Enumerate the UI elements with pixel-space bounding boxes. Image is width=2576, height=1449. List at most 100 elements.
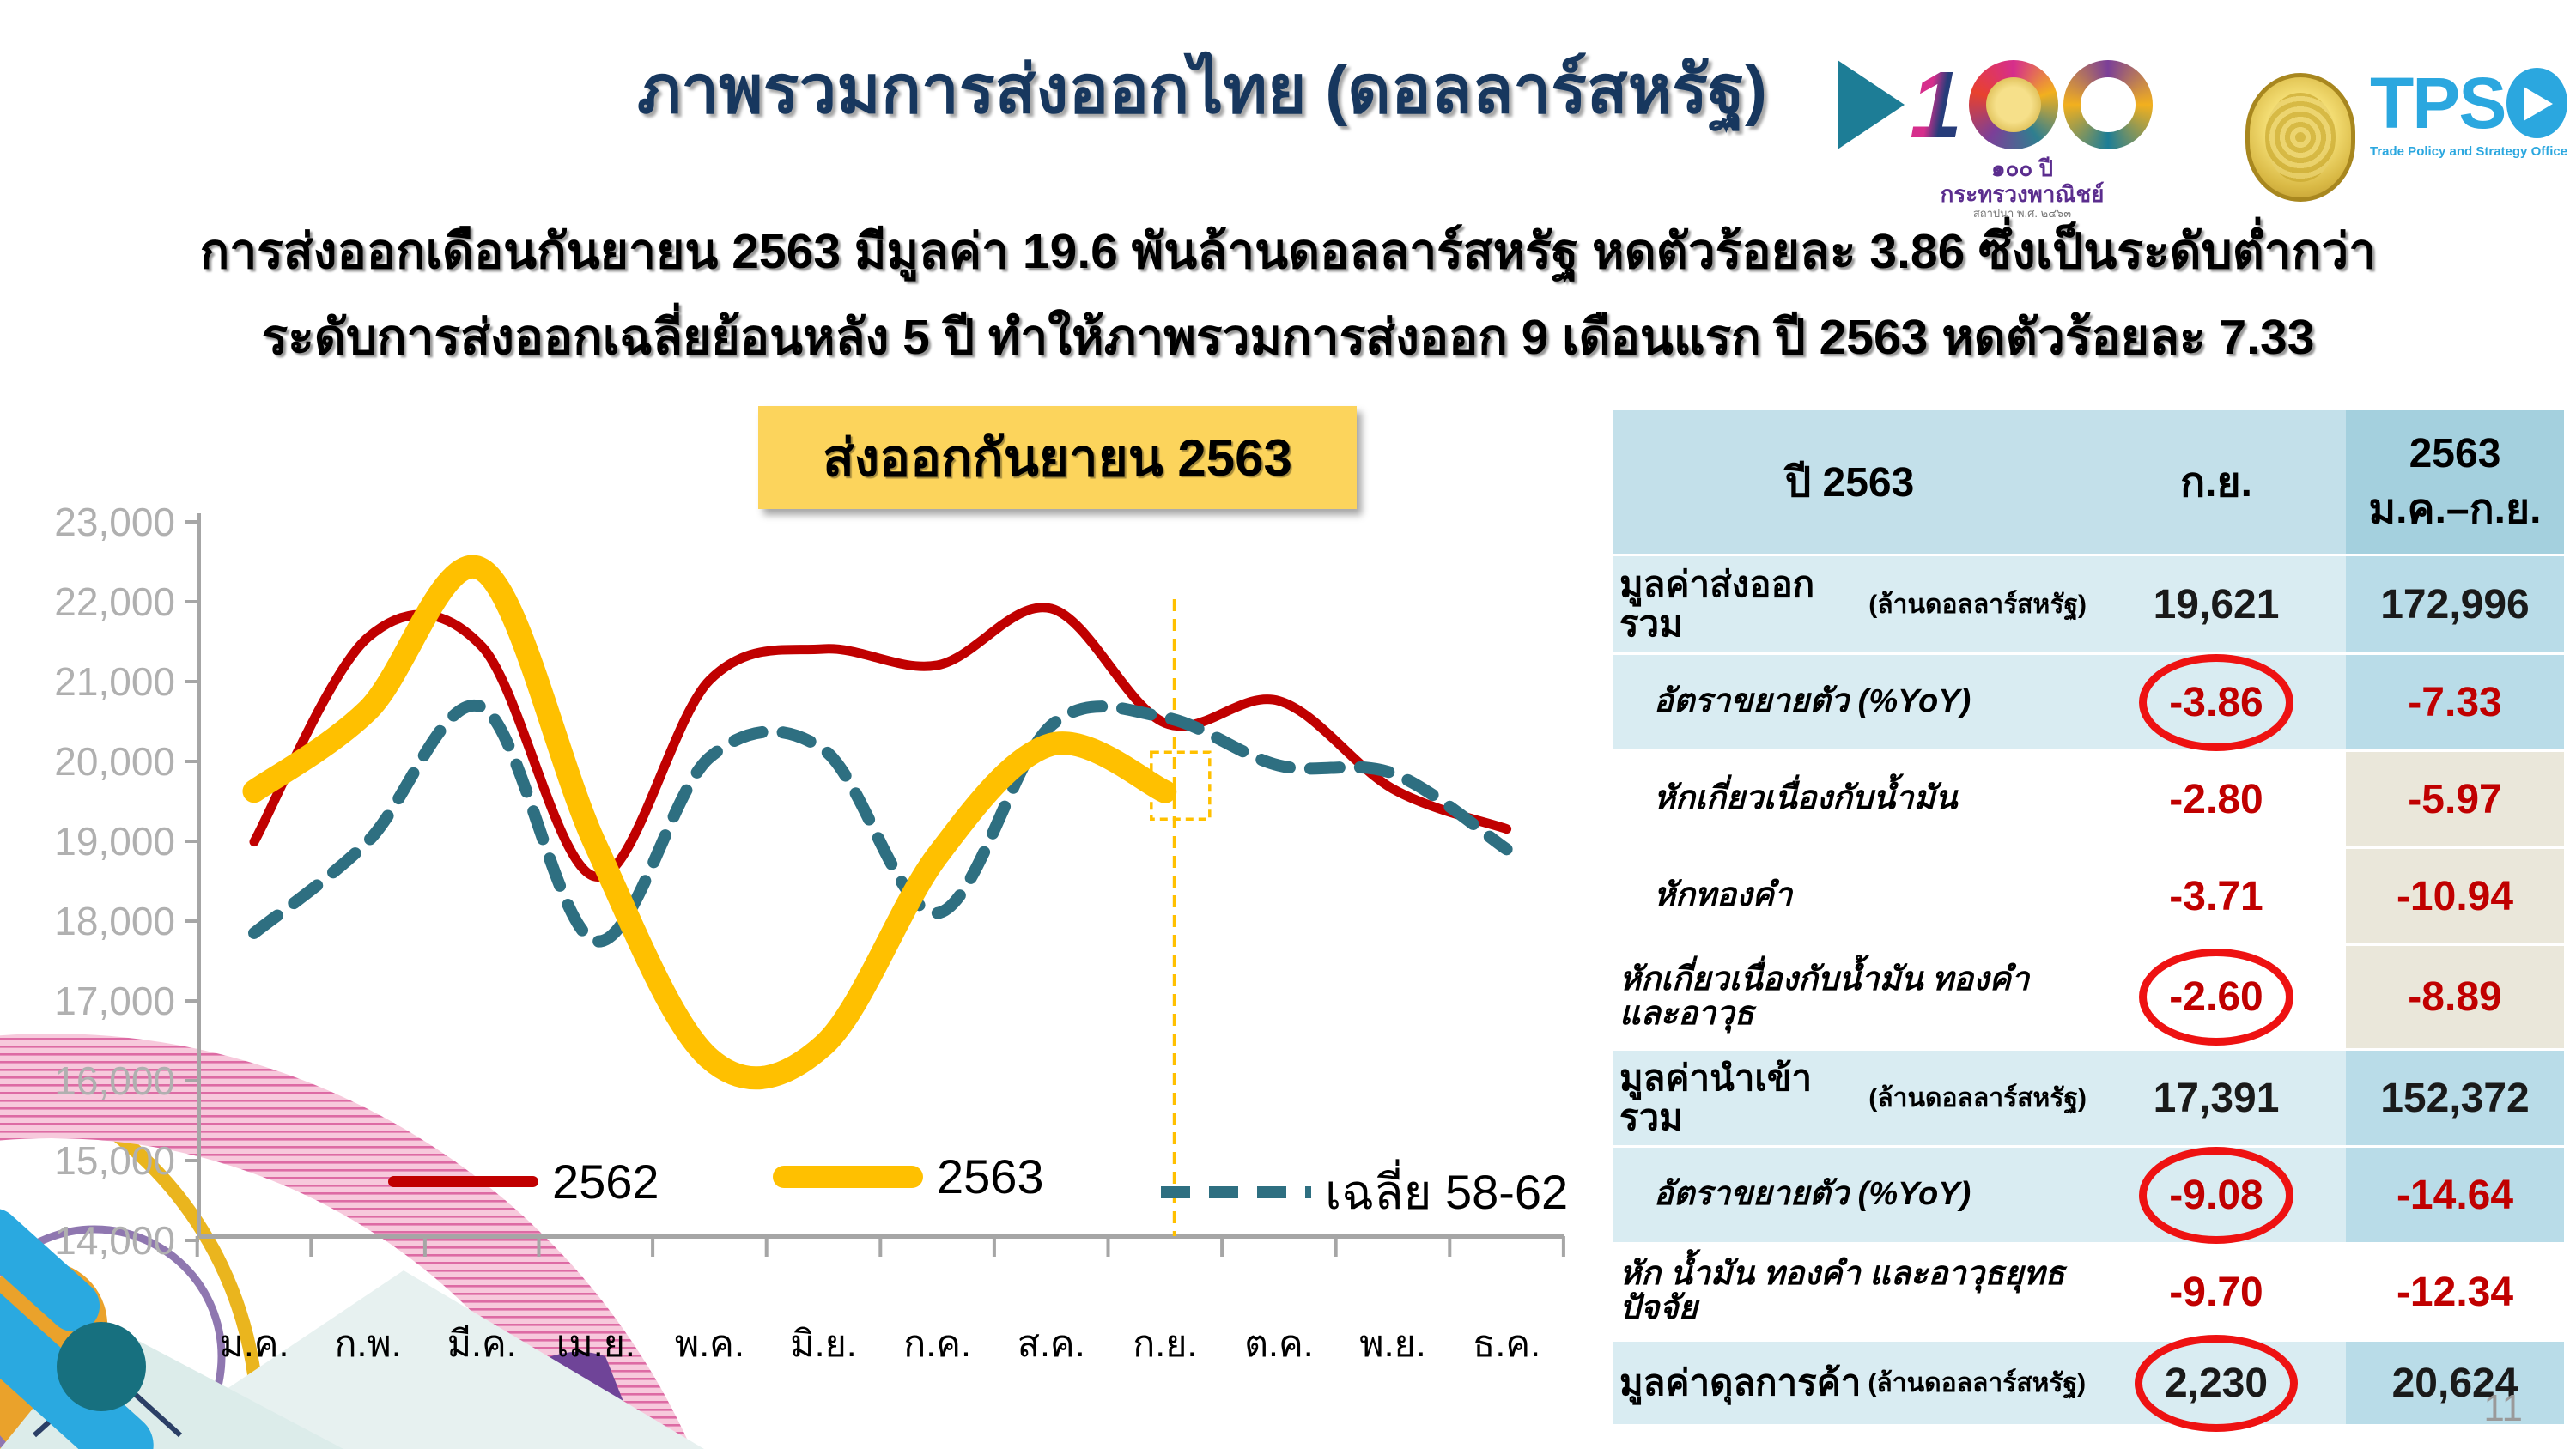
value-text: -14.64: [2396, 1172, 2514, 1218]
circled-value: -2.60: [2139, 949, 2293, 1046]
row-unit: (ล้านดอลลาร์สหรัฐ): [1868, 590, 2087, 619]
value-text: -9.70: [2169, 1269, 2263, 1315]
value-ytd: 20,624: [2346, 1342, 2564, 1427]
export-summary-table: ปี 2563 ก.ย. 2563 ม.ค.–ก.ย. มูลค่าส่งออก…: [1613, 410, 2564, 1432]
value-ytd: 152,372: [2346, 1051, 2564, 1148]
x-axis-month-label: ม.ค.: [219, 1324, 289, 1365]
table-row: หักเกี่ยวเนื่องกับน้ำมัน -2.80 -5.97: [1613, 752, 2564, 849]
legend-item-2562: 2562: [388, 1154, 659, 1210]
x-axis-month-label: เม.ย.: [556, 1324, 635, 1365]
y-axis-tick-label: 19,000: [54, 819, 175, 864]
play-arrow-icon: [1838, 60, 1905, 149]
value-text: 17,391: [2153, 1075, 2280, 1121]
row-label-text: หักเกี่ยวเนื่องกับน้ำมัน ทองคำ และอาวุธ: [1619, 961, 2030, 1032]
table-header-september: ก.ย.: [2087, 410, 2346, 556]
row-label: หัก น้ำมัน ทองคำ และอาวุธยุทธปัจจัย: [1613, 1245, 2087, 1342]
value-ytd: 172,996: [2346, 556, 2564, 655]
value-ytd: -7.33: [2346, 655, 2564, 752]
value-ytd: -8.89: [2346, 946, 2564, 1051]
y-axis-tick-label: 20,000: [54, 739, 175, 784]
legend-line-red: [388, 1176, 538, 1187]
value-september: -9.70: [2087, 1245, 2346, 1342]
series-line-2562: [249, 603, 1512, 882]
x-axis-month-label: ก.ค.: [903, 1324, 971, 1365]
hundred-number: 1: [1910, 52, 1963, 158]
series-line-เฉลี่ย 58-62: [248, 699, 1513, 948]
y-axis-tick-label: 18,000: [54, 899, 175, 943]
table-row: หักเกี่ยวเนื่องกับน้ำมัน ทองคำ และอาวุธ -…: [1613, 946, 2564, 1051]
table-row: หักทองคำ -3.71 -10.94: [1613, 849, 2564, 946]
circled-value: 2,230: [2134, 1334, 2299, 1432]
y-axis-tick-label: 15,000: [54, 1138, 175, 1183]
x-axis-month-label: มิ.ย.: [790, 1324, 856, 1365]
x-axis-month-label: ธ.ค.: [1473, 1324, 1540, 1365]
value-text: -2.80: [2169, 776, 2263, 822]
value-september: -3.86: [2087, 653, 2346, 752]
table-row: อัตราขยายตัว (%YoY) -9.08 -14.64: [1613, 1146, 2564, 1245]
table-row: มูลค่าส่งออกรวม (ล้านดอลลาร์สหรัฐ) 19,621 1…: [1613, 556, 2564, 655]
table-row: หัก น้ำมัน ทองคำ และอาวุธยุทธปัจจัย -9.70…: [1613, 1245, 2564, 1342]
x-axis-month-label: ก.พ.: [334, 1324, 401, 1365]
x-axis-month-label: ส.ค.: [1018, 1324, 1085, 1365]
table-header-row: ปี 2563 ก.ย. 2563 ม.ค.–ก.ย.: [1613, 410, 2564, 556]
series-line-2563: [242, 555, 1177, 1090]
value-ytd: -10.94: [2346, 849, 2564, 946]
value-september: 2,230: [2087, 1334, 2346, 1432]
circled-value: -9.08: [2139, 1146, 2293, 1244]
y-axis-tick-label: 17,000: [54, 979, 175, 1023]
legend-line-yellow: [773, 1165, 923, 1188]
value-september: 19,621: [2087, 556, 2346, 655]
row-label-text: มูลค่านำเข้ารวม: [1619, 1057, 1813, 1137]
value-september: -3.71: [2087, 849, 2346, 946]
value-september: -2.80: [2087, 752, 2346, 849]
legend-line-dashed: [1161, 1185, 1311, 1198]
row-label: มูลค่าส่งออกรวม (ล้านดอลลาร์สหรัฐ): [1613, 556, 2087, 655]
row-label-text: หักเกี่ยวเนื่องกับน้ำมัน: [1654, 780, 1958, 817]
table-row: มูลค่าดุลการค้า (ล้านดอลลาร์สหรัฐ) 2,230 20…: [1613, 1334, 2564, 1432]
value-ytd: -14.64: [2346, 1148, 2564, 1245]
row-unit: (ล้านดอลลาร์สหรัฐ): [1868, 1368, 2087, 1397]
row-label: หักเกี่ยวเนื่องกับน้ำมัน: [1613, 752, 2087, 849]
value-text: 19,621: [2153, 581, 2280, 627]
value-text: -8.89: [2408, 974, 2502, 1020]
x-axis-month-label: มี.ค.: [447, 1324, 517, 1365]
row-label-text: อัตราขยายตัว (%YoY): [1654, 683, 1971, 720]
ring-zero-icon: [1969, 60, 2059, 149]
value-text: 172,996: [2380, 581, 2530, 627]
y-axis-tick-label: 14,000: [54, 1218, 175, 1263]
september-highlight-box: [1150, 750, 1212, 821]
y-axis-tick-label: 21,000: [54, 659, 175, 704]
moc-100-caption: ๑๐๐ ปี กระทรวงพาณิชย์ สถาปนา พ.ศ. ๒๔๖๓: [1940, 155, 2105, 220]
x-axis-month-label: พ.ย.: [1359, 1324, 1425, 1365]
x-axis-month-label: พ.ค.: [675, 1324, 744, 1365]
value-ytd: -5.97: [2346, 752, 2564, 849]
value-september: -2.60: [2087, 946, 2346, 1051]
tpso-logo: TPS Trade Policy and Strategy Office: [2370, 63, 2568, 159]
row-label: มูลค่าดุลการค้า (ล้านดอลลาร์สหรัฐ): [1613, 1342, 2087, 1427]
page-title: ภาพรวมการส่งออกไทย (ดอลลาร์สหรัฐ): [637, 52, 1767, 127]
subtitle-line-1: การส่งออกเดือนกันยายน 2563 มีมูลค่า 19.6…: [199, 224, 2377, 279]
chart-axes: [185, 513, 1565, 1257]
legend-item-average: เฉลี่ย 58-62: [1161, 1154, 1568, 1230]
value-text: -12.34: [2396, 1269, 2514, 1315]
row-label-text: หัก น้ำมัน ทองคำ และอาวุธยุทธปัจจัย: [1619, 1256, 2065, 1326]
table-row: อัตราขยายตัว (%YoY) -3.86 -7.33: [1613, 653, 2564, 752]
row-unit: (ล้านดอลลาร์สหรัฐ): [1868, 1083, 2087, 1113]
row-label-text: หักทองคำ: [1654, 877, 1793, 914]
value-text: 152,372: [2380, 1075, 2530, 1121]
value-september: -9.08: [2087, 1146, 2346, 1245]
row-label: อัตราขยายตัว (%YoY): [1613, 655, 2087, 752]
y-axis-tick-label: 22,000: [54, 579, 175, 624]
value-text: -7.33: [2408, 679, 2502, 725]
chart-title-badge: ส่งออกกันยายน 2563: [758, 406, 1357, 509]
tpso-o-icon: [2506, 68, 2567, 138]
page-number: 11: [2483, 1387, 2523, 1429]
row-label-text: มูลค่าส่งออกรวม: [1619, 563, 1815, 644]
value-text: -10.94: [2396, 873, 2514, 919]
table-body: มูลค่าส่งออกรวม (ล้านดอลลาร์สหรัฐ) 19,621 1…: [1613, 556, 2564, 1432]
corner-decoration: [0, 1034, 704, 1449]
ministry-seal-logo: [2245, 73, 2355, 202]
moc-100-years-logo: 1 ๑๐๐ ปี กระทรวงพาณิชย์ สถาปนา พ.ศ. ๒๔๖๓: [1838, 52, 2207, 225]
ring-zero-icon: [2063, 60, 2154, 149]
